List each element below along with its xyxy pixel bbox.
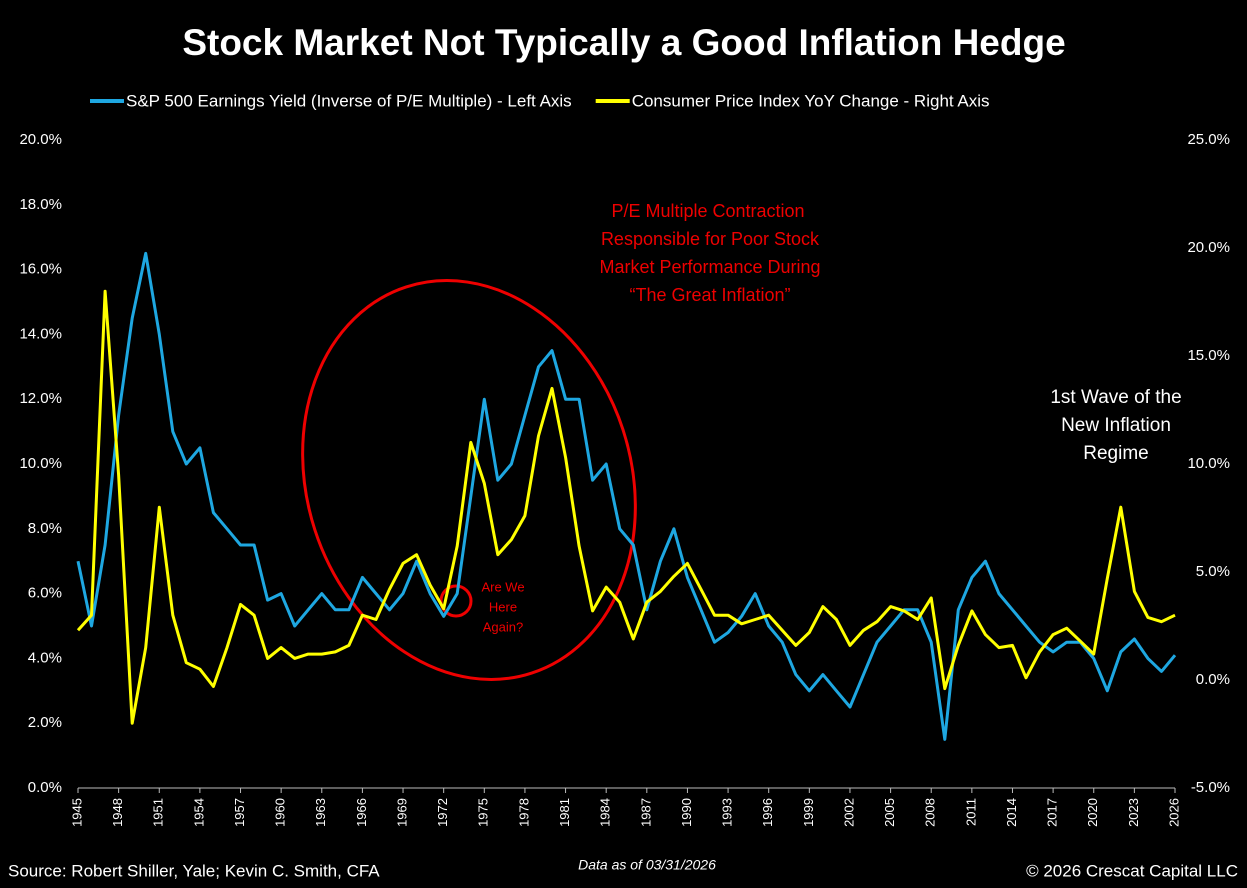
source: Source: Robert Shiller, Yale; Kevin C. S…	[8, 861, 380, 880]
series-line	[76, 251, 1177, 741]
x-tick-label: 1981	[557, 798, 572, 827]
x-tick-label: 1996	[760, 798, 775, 827]
x-tick-label: 2017	[1045, 798, 1060, 827]
x-tick-label: 2020	[1085, 798, 1100, 827]
annotation: Responsible for Poor Stock	[601, 229, 820, 249]
y2-tick-label: 25.0%	[1187, 131, 1230, 148]
x-tick-label: 1972	[435, 798, 450, 827]
x-tick-label: 2026	[1166, 798, 1181, 827]
y-tick-label: 0.0%	[28, 779, 62, 796]
y2-tick-label: 0.0%	[1196, 671, 1230, 688]
x-tick-label: 1978	[516, 798, 531, 827]
copyright: © 2026 Crescat Capital LLC	[1026, 861, 1238, 880]
y2-tick-label: -5.0%	[1191, 779, 1230, 796]
annotation: Here	[489, 599, 517, 614]
y-tick-label: 2.0%	[28, 714, 62, 731]
highlight-ellipse	[301, 279, 637, 681]
y2-tick-label: 10.0%	[1187, 455, 1230, 472]
x-tick-label: 2008	[923, 798, 938, 827]
annotation: Market Performance During	[599, 257, 820, 277]
x-tick-label: 1987	[638, 798, 653, 827]
x-tick-label: 1969	[394, 798, 409, 827]
x-tick-label: 1966	[354, 798, 369, 827]
annotation: New Inflation	[1061, 415, 1171, 436]
y-tick-label: 10.0%	[19, 455, 62, 472]
x-tick-label: 1951	[151, 798, 166, 827]
x-tick-label: 1960	[273, 798, 288, 827]
annotation: Are We	[481, 579, 524, 594]
y-tick-label: 8.0%	[28, 520, 62, 537]
chart-title: Stock Market Not Typically a Good Inflat…	[182, 22, 1065, 63]
y-tick-label: 16.0%	[19, 261, 62, 278]
x-tick-label: 1990	[679, 798, 694, 827]
annotation: “The Great Inflation”	[629, 285, 790, 305]
x-tick-label: 2014	[1004, 798, 1019, 827]
y2-tick-label: 5.0%	[1196, 563, 1230, 580]
legend-label: S&P 500 Earnings Yield (Inverse of P/E M…	[126, 91, 572, 110]
series-line	[76, 289, 1176, 725]
x-tick-label: 1999	[801, 798, 816, 827]
y2-tick-label: 15.0%	[1187, 347, 1230, 364]
x-tick-label: 1945	[69, 798, 84, 827]
x-tick-label: 1975	[476, 798, 491, 827]
x-tick-label: 1993	[720, 798, 735, 827]
y-tick-label: 14.0%	[19, 325, 62, 342]
annotation: Regime	[1083, 443, 1148, 464]
y2-tick-label: 20.0%	[1187, 239, 1230, 256]
x-tick-label: 1957	[232, 798, 247, 827]
annotation: P/E Multiple Contraction	[611, 201, 804, 221]
y-tick-label: 6.0%	[28, 585, 62, 602]
annotation: Again?	[483, 619, 523, 634]
y-tick-label: 4.0%	[28, 649, 62, 666]
x-tick-label: 1963	[313, 798, 328, 827]
x-tick-label: 1954	[191, 798, 206, 827]
legend-label: Consumer Price Index YoY Change - Right …	[632, 91, 990, 110]
y-tick-label: 20.0%	[19, 131, 62, 148]
x-tick-label: 2011	[963, 798, 978, 826]
x-tick-label: 1984	[598, 798, 613, 827]
x-tick-label: 2005	[882, 798, 897, 827]
x-tick-label: 2002	[841, 798, 856, 827]
x-tick-label: 1948	[110, 798, 125, 827]
y-tick-label: 12.0%	[19, 390, 62, 407]
y-tick-label: 18.0%	[19, 196, 62, 213]
x-tick-label: 2023	[1126, 798, 1141, 827]
data-note: Data as of 03/31/2026	[578, 857, 716, 873]
annotation: 1st Wave of the	[1050, 387, 1181, 408]
